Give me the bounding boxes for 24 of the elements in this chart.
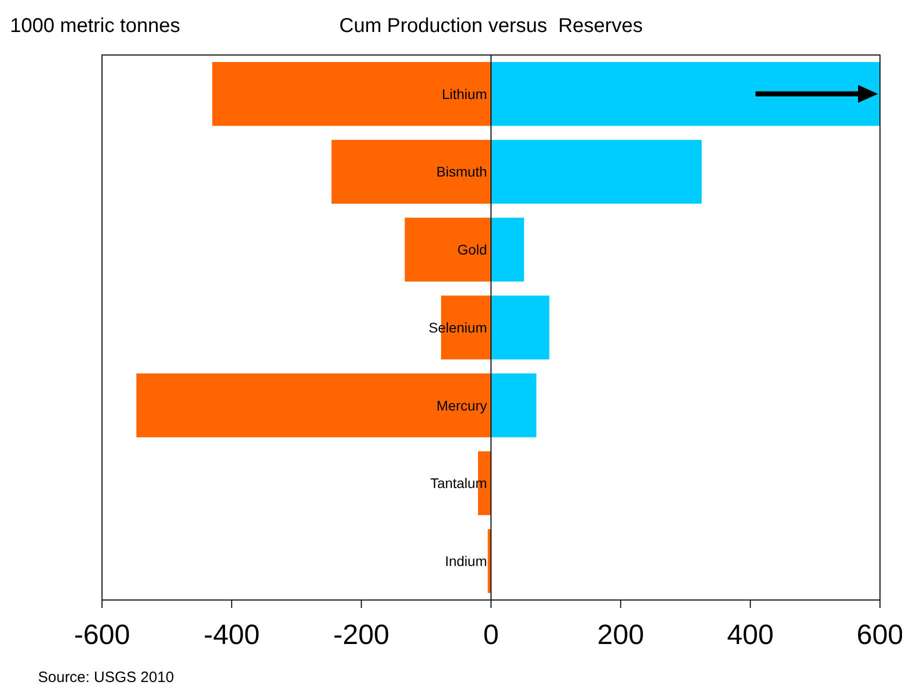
x-tick-label: 600 [856, 619, 904, 650]
source-note: Source: USGS 2010 [38, 669, 174, 686]
y-tick-label: Lithium [442, 86, 487, 102]
x-tick-label: -200 [333, 619, 390, 650]
x-tick-label: 200 [597, 619, 644, 650]
x-tick-label: -600 [74, 619, 130, 650]
x-axis-title: 1000 metric tonnes [10, 15, 180, 37]
x-tick-label: 0 [483, 619, 499, 650]
y-tick-label: Gold [457, 242, 487, 258]
bar [136, 373, 491, 438]
bar [491, 218, 524, 282]
bar [212, 62, 491, 126]
y-tick-label: Bismuth [436, 164, 487, 180]
y-tick-label: Mercury [436, 397, 487, 414]
x-tick-label: -400 [204, 619, 260, 650]
chart-title: Cum Production versus Reserves [339, 15, 643, 37]
y-tick-label: Indium [444, 552, 487, 569]
bar [491, 373, 536, 438]
x-tick-label: 400 [726, 619, 774, 650]
bar [491, 296, 550, 360]
bar [491, 62, 880, 126]
bar [332, 140, 491, 204]
bar [404, 218, 491, 282]
bar [491, 140, 702, 204]
